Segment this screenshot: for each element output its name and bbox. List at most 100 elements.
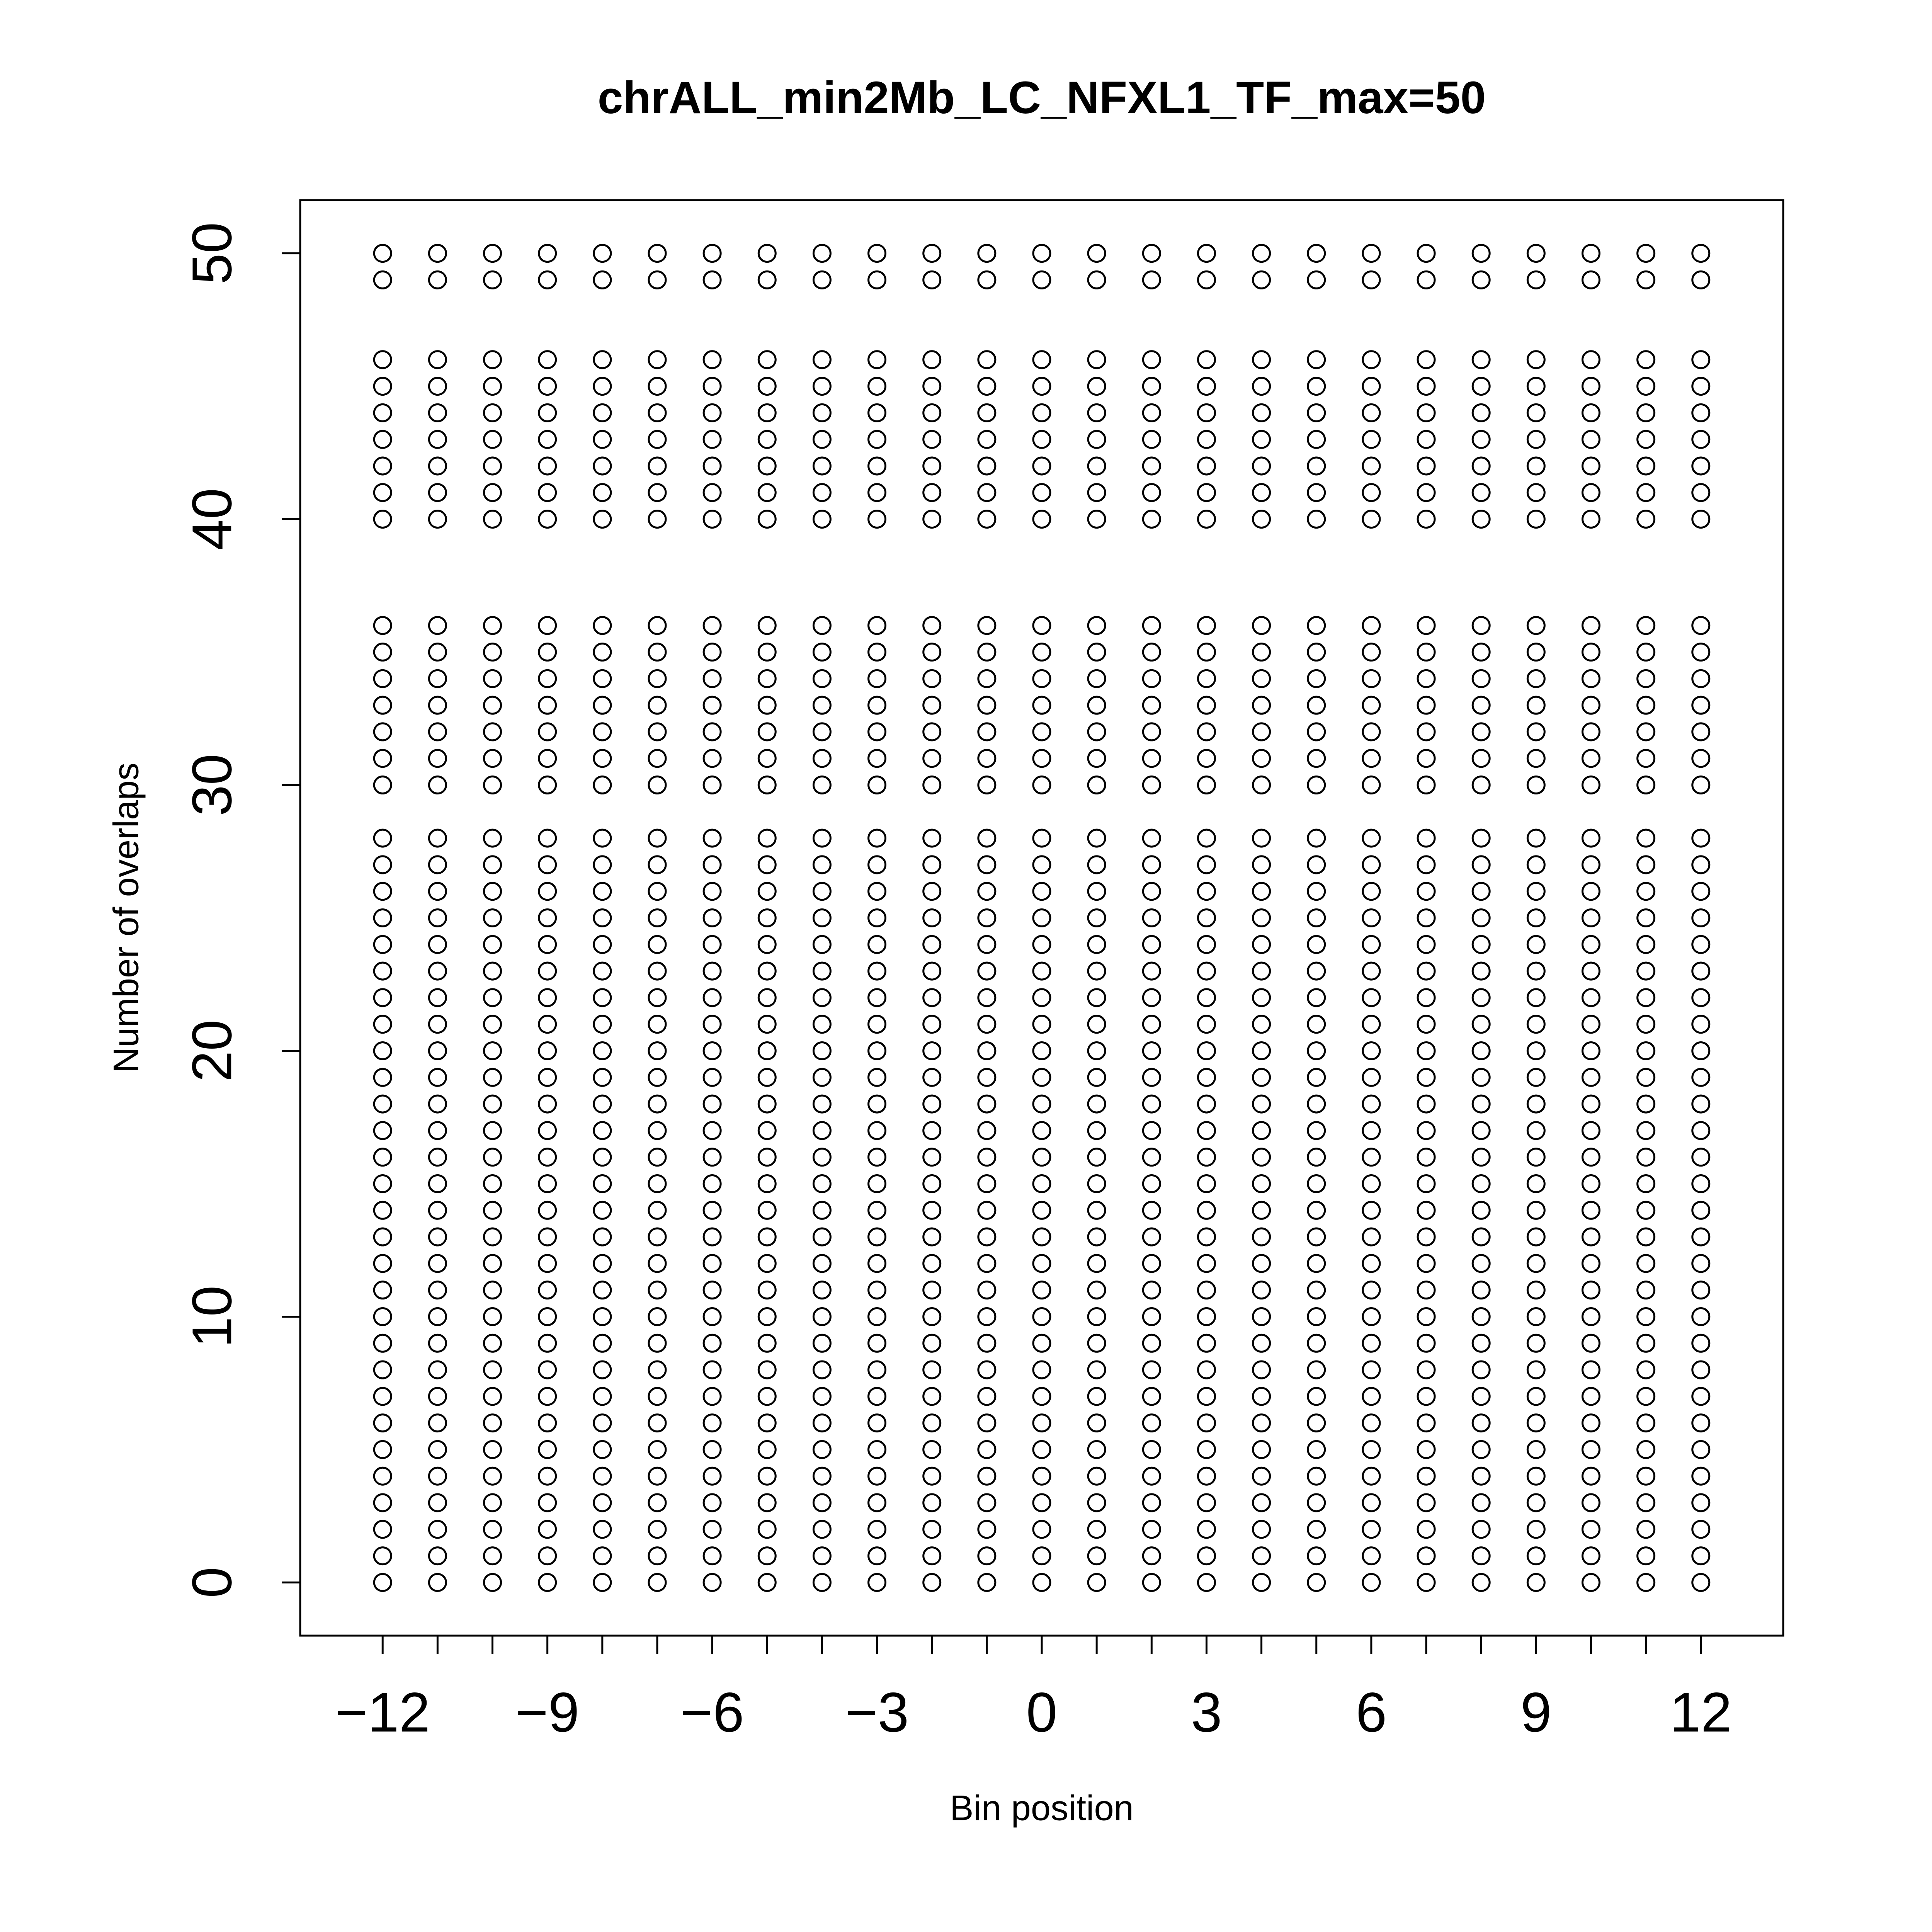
point: [1197, 643, 1216, 662]
point: [1691, 1174, 1711, 1193]
point: [428, 616, 447, 635]
point: [867, 643, 887, 662]
point: [1471, 1360, 1491, 1379]
point: [1087, 1174, 1106, 1193]
point: [373, 1307, 392, 1326]
point: [1252, 350, 1271, 369]
point: [1471, 935, 1491, 954]
point: [1252, 1413, 1271, 1433]
point: [812, 1360, 832, 1379]
point: [1142, 1546, 1161, 1566]
point: [1417, 1281, 1436, 1300]
point: [428, 749, 447, 768]
x-tick-label: −9: [515, 1681, 579, 1743]
point: [648, 1413, 667, 1433]
point: [867, 669, 887, 688]
point: [867, 1281, 887, 1300]
point: [1581, 828, 1600, 848]
point: [812, 1041, 832, 1060]
point: [1636, 935, 1656, 954]
point: [757, 1387, 777, 1406]
point: [373, 1254, 392, 1273]
point: [1691, 1041, 1711, 1060]
point: [1691, 1094, 1711, 1114]
point: [1197, 1493, 1216, 1512]
point: [1252, 377, 1271, 396]
point: [1417, 483, 1436, 502]
point: [538, 1307, 557, 1326]
point: [593, 1466, 612, 1486]
point: [1417, 1148, 1436, 1167]
point: [1691, 1546, 1711, 1566]
point: [1362, 510, 1381, 529]
point: [593, 350, 612, 369]
point: [1087, 1041, 1106, 1060]
point: [1362, 988, 1381, 1007]
point: [1417, 1413, 1436, 1433]
point: [1032, 882, 1051, 901]
point: [538, 643, 557, 662]
point: [867, 696, 887, 715]
point: [648, 882, 667, 901]
point: [593, 377, 612, 396]
point: [648, 377, 667, 396]
point: [1252, 643, 1271, 662]
point: [1526, 403, 1546, 422]
point: [428, 988, 447, 1007]
point: [1087, 1493, 1106, 1512]
point: [1252, 1281, 1271, 1300]
point: [1581, 882, 1600, 901]
point: [483, 1281, 502, 1300]
point: [373, 510, 392, 529]
x-tick-label: −3: [845, 1681, 909, 1743]
point: [812, 1307, 832, 1326]
point: [1581, 1201, 1600, 1220]
point: [1526, 669, 1546, 688]
point: [1142, 1333, 1161, 1353]
point: [812, 430, 832, 449]
point: [977, 1520, 997, 1539]
point: [1252, 1520, 1271, 1539]
point: [1032, 935, 1051, 954]
point: [1197, 1466, 1216, 1486]
point: [757, 616, 777, 635]
point: [373, 1227, 392, 1247]
point: [757, 1520, 777, 1539]
point: [1307, 1201, 1326, 1220]
point: [757, 722, 777, 742]
point: [757, 456, 777, 476]
point: [1691, 1440, 1711, 1459]
point: [373, 403, 392, 422]
point: [428, 1493, 447, 1512]
point: [593, 669, 612, 688]
point: [1087, 350, 1106, 369]
point: [1417, 1466, 1436, 1486]
point: [922, 988, 942, 1007]
point: [1142, 643, 1161, 662]
point: [867, 908, 887, 927]
point: [428, 350, 447, 369]
point: [1417, 1094, 1436, 1114]
point: [538, 669, 557, 688]
point: [757, 1201, 777, 1220]
point: [1526, 908, 1546, 927]
point: [812, 882, 832, 901]
point: [1032, 1201, 1051, 1220]
point: [702, 1015, 722, 1034]
point: [1252, 696, 1271, 715]
point: [1581, 430, 1600, 449]
point: [1471, 616, 1491, 635]
point: [812, 722, 832, 742]
point: [1307, 1068, 1326, 1087]
point: [1417, 961, 1436, 981]
point: [812, 483, 832, 502]
point: [593, 1546, 612, 1566]
point: [538, 1094, 557, 1114]
point: [1307, 882, 1326, 901]
point: [1417, 270, 1436, 289]
point: [648, 776, 667, 795]
point: [757, 1360, 777, 1379]
point: [428, 908, 447, 927]
point: [757, 696, 777, 715]
point: [812, 510, 832, 529]
